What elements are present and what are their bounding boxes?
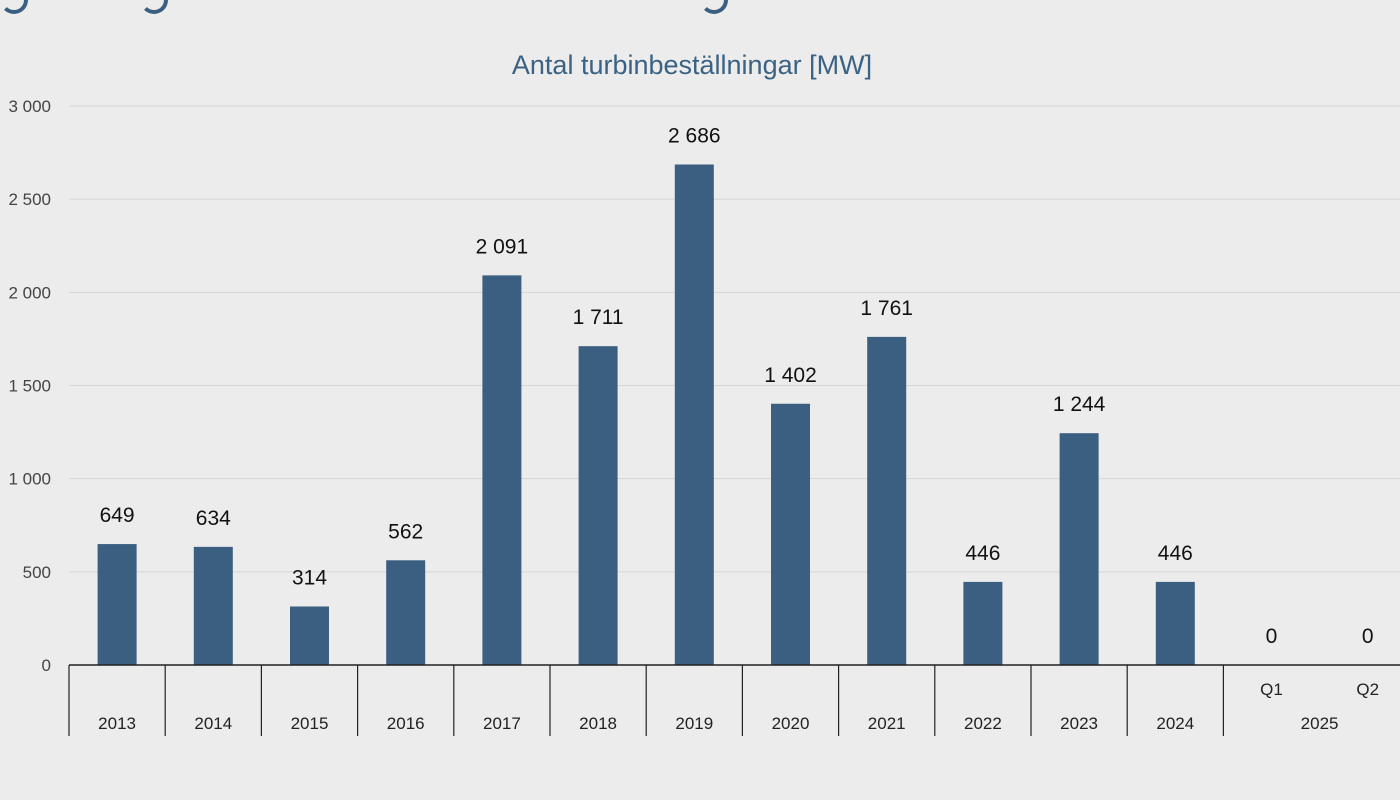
x-tick-label: 2024 xyxy=(1156,714,1194,733)
data-label: 2 686 xyxy=(668,125,721,148)
x-tick-label: 2015 xyxy=(291,714,329,733)
data-label: 314 xyxy=(292,566,327,589)
data-label: 2 091 xyxy=(476,235,529,258)
bar-2019 xyxy=(674,164,714,665)
x-tick-label: 2018 xyxy=(579,714,617,733)
cropped-glyph-icon xyxy=(700,0,728,14)
gridlines xyxy=(69,105,1400,573)
x-group-label: 2025 xyxy=(1301,714,1339,733)
bar-2020 xyxy=(771,403,810,665)
bar-2016 xyxy=(386,560,426,665)
y-tick-label: 3 000 xyxy=(8,97,51,116)
data-label: 446 xyxy=(1158,542,1193,565)
data-labels: 649 634 314 562 2 091 1 711 2 686 1 402 1 761 446… xyxy=(100,125,1374,648)
data-label: 634 xyxy=(196,507,231,530)
cropped-glyph-icon xyxy=(0,0,28,14)
data-label: 0 xyxy=(1266,625,1278,648)
x-tick-label: 2020 xyxy=(772,714,810,733)
bar-2013 xyxy=(97,544,137,665)
data-label: 446 xyxy=(965,542,1000,565)
y-axis-ticks: 0 500 1 000 1 500 2 000 2 500 3 000 xyxy=(8,97,51,675)
data-label: 1 244 xyxy=(1053,393,1106,416)
bar-2018 xyxy=(578,346,618,665)
data-label: 1 402 xyxy=(764,364,817,387)
bar-2024 xyxy=(1155,581,1195,665)
x-tick-label: 2023 xyxy=(1060,714,1098,733)
bar-2021 xyxy=(867,336,907,665)
chart-title: Antal turbinbeställningar [MW] xyxy=(512,50,872,80)
x-tick-label: 2017 xyxy=(483,714,521,733)
data-label: 562 xyxy=(388,520,423,543)
x-tick-label: 2019 xyxy=(675,714,713,733)
y-tick-label: 0 xyxy=(42,656,51,675)
bar-2022 xyxy=(963,581,1003,665)
y-tick-label: 2 000 xyxy=(8,283,51,302)
bar-2015 xyxy=(290,606,329,665)
cropped-glyph-icon xyxy=(140,0,168,14)
x-tick-label: 2016 xyxy=(387,714,425,733)
x-axis: 2013 2014 2015 2016 2017 2018 2019 2020 2021 2022… xyxy=(68,664,1400,736)
x-tick-label: 2021 xyxy=(868,714,906,733)
bars xyxy=(97,164,1195,665)
x-tick-label: 2013 xyxy=(98,714,136,733)
y-tick-label: 1 500 xyxy=(8,377,51,396)
y-tick-label: 500 xyxy=(23,563,51,582)
data-label: 1 761 xyxy=(860,297,913,320)
x-subtick-label: Q1 xyxy=(1260,680,1283,699)
y-tick-label: 1 000 xyxy=(8,470,51,489)
bar-2017 xyxy=(482,275,522,665)
bar-2023 xyxy=(1059,433,1099,665)
y-tick-label: 2 500 xyxy=(8,190,51,209)
x-subtick-label: Q2 xyxy=(1356,680,1379,699)
x-tick-label: 2022 xyxy=(964,714,1002,733)
data-label: 0 xyxy=(1362,625,1374,648)
data-label: 649 xyxy=(100,504,135,527)
data-label: 1 711 xyxy=(573,306,624,329)
bar-2014 xyxy=(193,546,233,665)
cropped-header-decoration xyxy=(0,0,1400,14)
x-tick-label: 2014 xyxy=(194,714,232,733)
